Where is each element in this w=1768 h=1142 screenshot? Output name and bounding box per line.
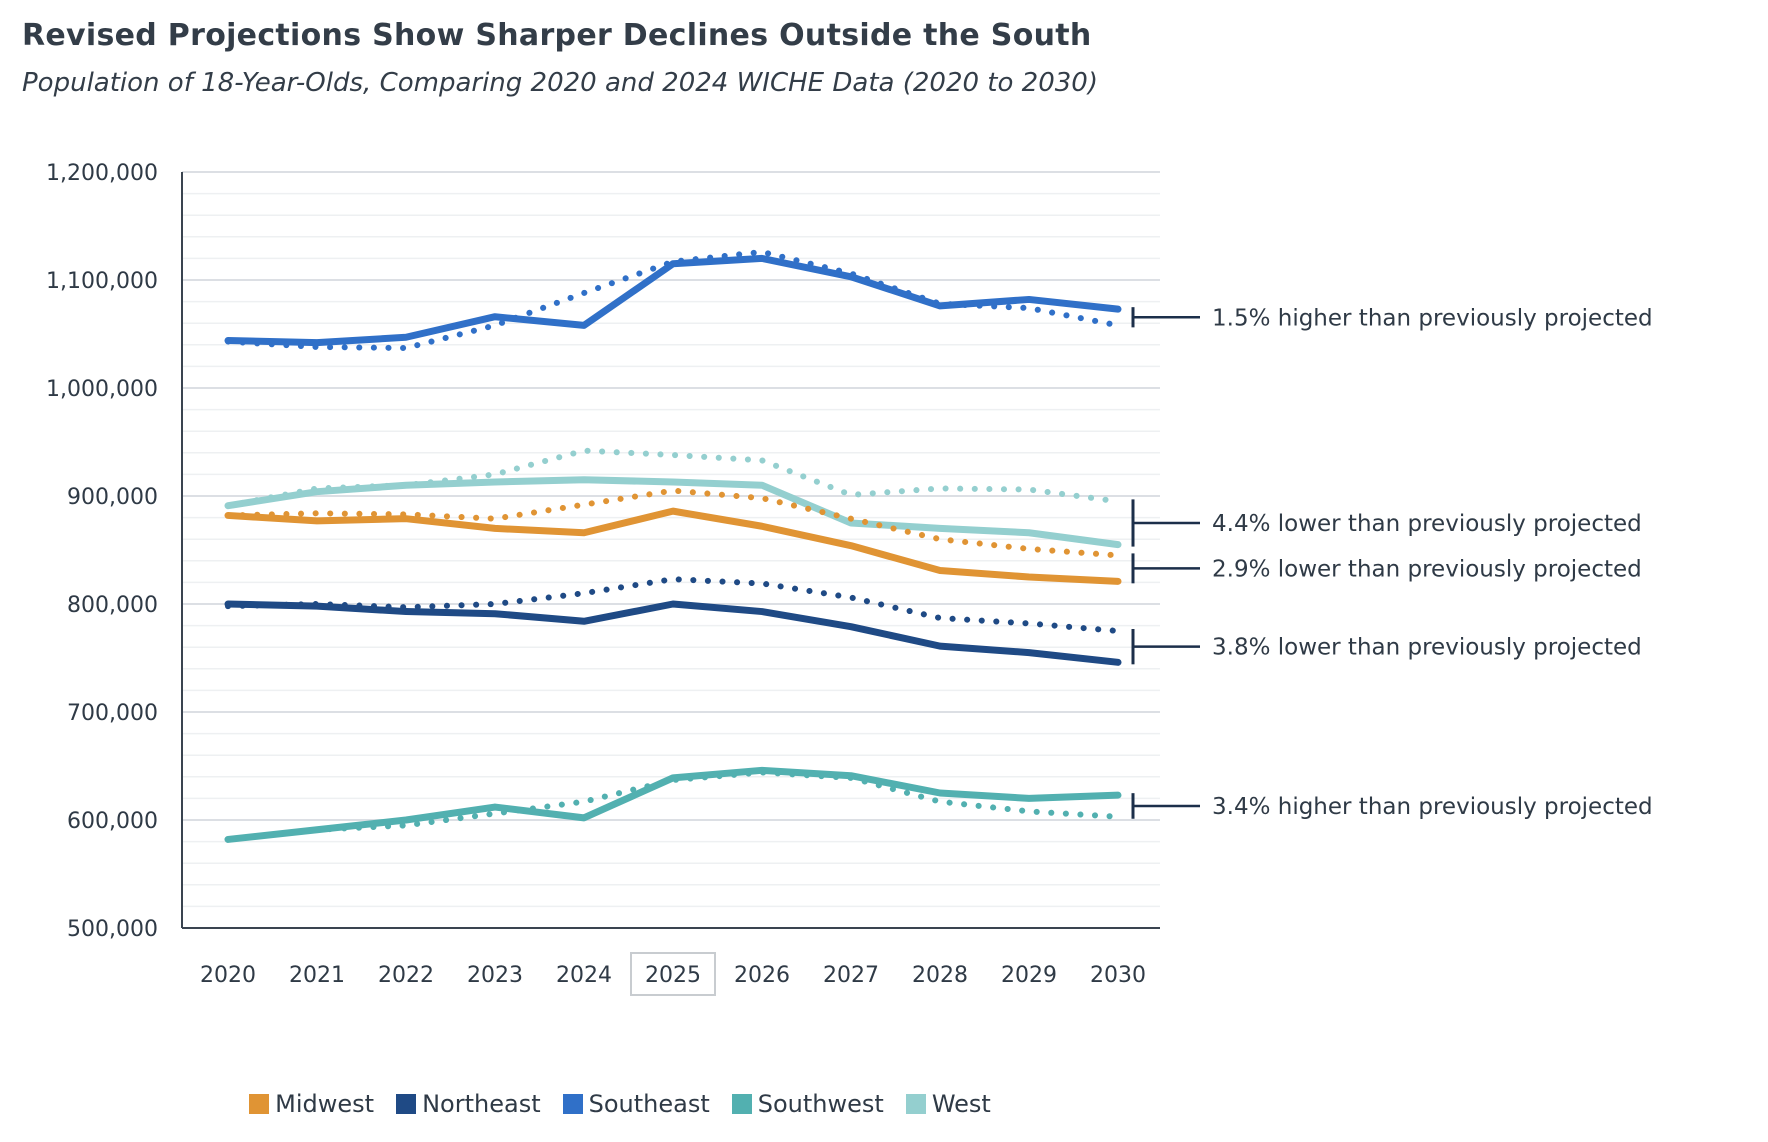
chart-subtitle: Population of 18-Year-Olds, Comparing 20…	[22, 68, 1098, 98]
x-axis-ticks: 2020 2021 2022 2023 2024 2025 2026 2027 2028 2029…	[200, 952, 1146, 996]
legend-label: West	[931, 1090, 991, 1118]
annotation-southeast: 1.5% higher than previously projected	[1131, 305, 1653, 331]
west-2024-projection-line	[224, 476, 1122, 549]
midwest-2020-projection-line	[225, 487, 1121, 559]
x-tick-label: 2026	[734, 963, 790, 988]
x-tick-label: 2030	[1090, 963, 1146, 988]
midwest-swatch	[249, 1094, 270, 1114]
x-tick-label: 2021	[289, 963, 345, 988]
y-tick-label: 1,100,000	[46, 269, 158, 294]
legend: Midwest Northeast Southeast Southwest We…	[0, 1090, 1220, 1118]
midwest-2024-projection-line	[224, 507, 1122, 585]
legend-label: Northeast	[422, 1090, 541, 1118]
annotations: 1.5% higher than previously projected 4.4…	[1131, 305, 1653, 820]
annotation-midwest: 2.9% lower than previously projected	[1131, 553, 1642, 584]
y-tick-label: 800,000	[67, 593, 158, 618]
northeast-2020-projection-line	[225, 576, 1121, 634]
southeast-2020-projection-line	[225, 248, 1121, 352]
legend-item-west[interactable]: West	[905, 1090, 991, 1118]
annotation-text: 3.4% higher than previously projected	[1212, 794, 1653, 820]
annotation-west: 4.4% lower than previously projected	[1131, 499, 1642, 547]
legend-label: Southeast	[588, 1090, 710, 1118]
southeast-swatch	[562, 1094, 583, 1114]
x-tick-label: 2025	[645, 963, 701, 988]
x-tick-label: 2027	[823, 963, 879, 988]
line-chart: 1,200,000 1,100,000 1,000,000 900,000 800,00…	[46, 161, 1653, 996]
southwest-2024-projection-line	[224, 766, 1122, 843]
northeast-swatch	[396, 1094, 417, 1114]
legend-item-northeast[interactable]: Northeast	[396, 1090, 541, 1118]
southwest-2020-projection-line	[225, 769, 1121, 843]
chart-title: Revised Projections Show Sharper Decline…	[22, 18, 1092, 53]
northeast-2024-projection-line	[224, 600, 1122, 666]
west-swatch	[905, 1094, 926, 1114]
x-tick-label: 2023	[467, 963, 523, 988]
y-tick-label: 500,000	[67, 917, 158, 942]
highlighted-year-box	[630, 952, 716, 996]
west-2020-projection-line	[225, 447, 1121, 509]
y-tick-label: 1,200,000	[46, 161, 158, 186]
southeast-2024-projection-line	[224, 254, 1122, 347]
annotation-text: 3.8% lower than previously projected	[1212, 635, 1642, 661]
annotation-text: 4.4% lower than previously projected	[1212, 511, 1642, 537]
southwest-swatch	[731, 1094, 752, 1114]
x-tick-label: 2029	[1001, 963, 1057, 988]
y-tick-label: 700,000	[67, 701, 158, 726]
y-axis-ticks: 1,200,000 1,100,000 1,000,000 900,000 800,00…	[46, 161, 158, 942]
annotation-northeast: 3.8% lower than previously projected	[1131, 629, 1642, 665]
annotation-text: 1.5% higher than previously projected	[1212, 305, 1653, 331]
legend-item-midwest[interactable]: Midwest	[249, 1090, 374, 1118]
x-tick-label: 2022	[378, 963, 434, 988]
legend-label: Midwest	[275, 1090, 375, 1118]
y-tick-label: 1,000,000	[46, 377, 158, 402]
y-tick-label: 600,000	[67, 809, 158, 834]
x-tick-label: 2020	[200, 963, 256, 988]
axes	[181, 172, 1160, 929]
legend-item-southeast[interactable]: Southeast	[562, 1090, 710, 1118]
x-tick-label: 2028	[912, 963, 968, 988]
series-lines	[224, 248, 1122, 843]
y-tick-label: 900,000	[67, 485, 158, 510]
annotation-text: 2.9% lower than previously projected	[1212, 556, 1642, 582]
annotation-southwest: 3.4% higher than previously projected	[1131, 793, 1653, 820]
legend-label: Southwest	[757, 1090, 884, 1118]
x-tick-label: 2024	[556, 963, 612, 988]
legend-item-southwest[interactable]: Southwest	[731, 1090, 884, 1118]
